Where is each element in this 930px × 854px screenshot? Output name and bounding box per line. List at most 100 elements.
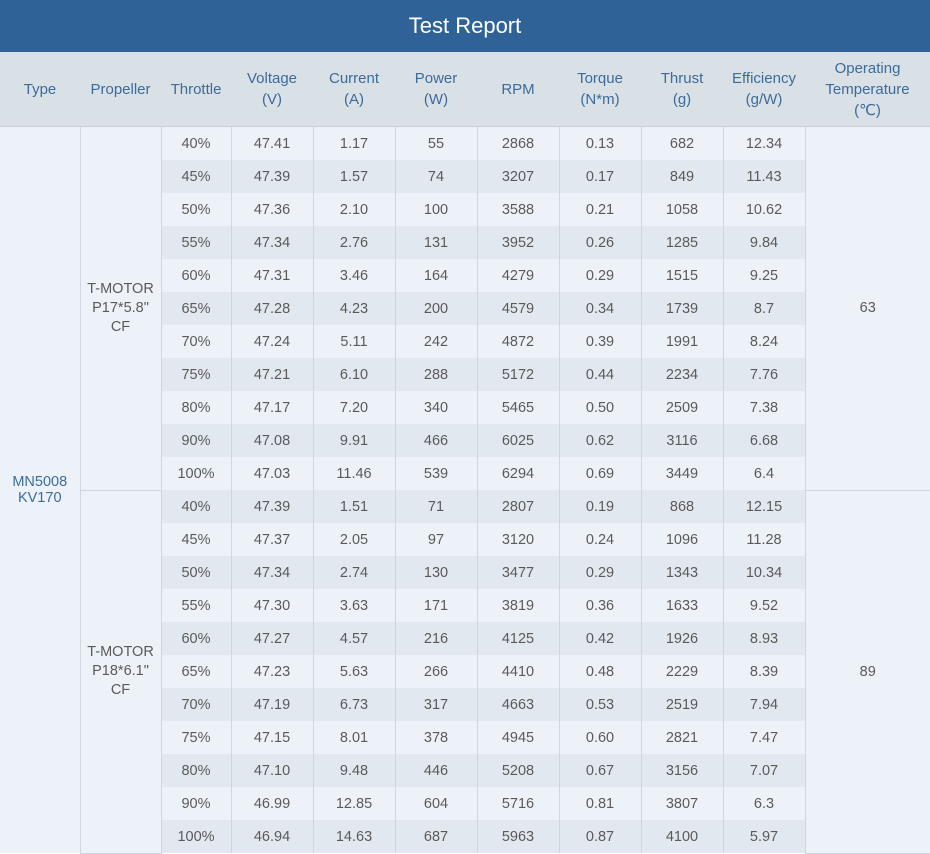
cell-current: 5.11 [312, 325, 395, 358]
header-label: Propeller [90, 80, 151, 98]
cell-power: 164 [394, 259, 477, 292]
cell-power: 131 [394, 226, 477, 259]
cell-rpm: 3207 [476, 160, 559, 193]
table-row: 65% 47.23 5.63 266 4410 0.48 2229 8.39 [0, 655, 930, 688]
cell-thrust: 2519 [640, 688, 723, 721]
cell-power: 687 [394, 820, 477, 853]
cell-torque: 0.17 [558, 160, 641, 193]
cell-power: 466 [394, 424, 477, 457]
propeller-brand: T-MOTOR [87, 644, 154, 660]
cell-thrust: 3156 [640, 754, 723, 787]
cell-voltage: 47.41 [230, 126, 313, 160]
cell-voltage: 47.39 [230, 490, 313, 523]
cell-current: 1.51 [312, 490, 395, 523]
cell-thrust: 4100 [640, 820, 723, 853]
cell-efficiency: 7.76 [722, 358, 805, 391]
cell-thrust: 1739 [640, 292, 723, 325]
cell-rpm: 4663 [476, 688, 559, 721]
cell-rpm: 5963 [476, 820, 559, 853]
header-unit: (W) [423, 91, 449, 108]
header-label: RPM [501, 80, 535, 98]
cell-torque: 0.62 [558, 424, 641, 457]
cell-voltage: 47.08 [230, 424, 313, 457]
cell-torque: 0.87 [558, 820, 641, 853]
table-row: 60% 47.31 3.46 164 4279 0.29 1515 9.25 [0, 259, 930, 292]
cell-current: 2.05 [312, 523, 395, 556]
header-current: Current (A) [313, 52, 395, 127]
cell-current: 2.10 [312, 193, 395, 226]
cell-throttle: 80% [160, 391, 231, 424]
cell-throttle: 60% [160, 622, 231, 655]
propeller-size: P18*6.1" [92, 663, 149, 679]
cell-throttle: 90% [160, 424, 231, 457]
cell-throttle: 75% [160, 721, 231, 754]
cell-efficiency: 12.34 [722, 126, 805, 160]
propeller-size: P17*5.8" [92, 299, 149, 316]
cell-throttle: 60% [160, 259, 231, 292]
cell-rpm: 3477 [476, 556, 559, 589]
cell-torque: 0.19 [558, 490, 641, 523]
cell-current: 9.91 [312, 424, 395, 457]
cell-voltage: 47.10 [230, 754, 313, 787]
cell-current: 9.48 [312, 754, 395, 787]
table-row: 65% 47.28 4.23 200 4579 0.34 1739 8.7 [0, 292, 930, 325]
table-row: 70% 47.19 6.73 317 4663 0.53 2519 7.94 [0, 688, 930, 721]
cell-efficiency: 7.07 [722, 754, 805, 787]
operating-temperature-cell: 63 [804, 126, 930, 491]
cell-throttle: 40% [160, 126, 231, 160]
header-unit: (A) [344, 91, 364, 108]
header-label: Operating Temperature [825, 59, 910, 98]
cell-torque: 0.81 [558, 787, 641, 820]
cell-thrust: 3807 [640, 787, 723, 820]
table-row: 55% 47.34 2.76 131 3952 0.26 1285 9.84 [0, 226, 930, 259]
cell-rpm: 4279 [476, 259, 559, 292]
cell-voltage: 47.23 [230, 655, 313, 688]
cell-voltage: 47.03 [230, 457, 313, 490]
cell-torque: 0.48 [558, 655, 641, 688]
table-row: 75% 47.15 8.01 378 4945 0.60 2821 7.47 [0, 721, 930, 754]
cell-thrust: 1343 [640, 556, 723, 589]
cell-rpm: 5208 [476, 754, 559, 787]
cell-thrust: 1058 [640, 193, 723, 226]
cell-torque: 0.36 [558, 589, 641, 622]
cell-rpm: 6294 [476, 457, 559, 490]
table-row: 60% 47.27 4.57 216 4125 0.42 1926 8.93 [0, 622, 930, 655]
cell-rpm: 4410 [476, 655, 559, 688]
cell-voltage: 47.15 [230, 721, 313, 754]
cell-power: 242 [394, 325, 477, 358]
table-row: 50% 47.34 2.74 130 3477 0.29 1343 10.34 [0, 556, 930, 589]
header-operating-temperature: Operating Temperature (℃) [805, 52, 930, 127]
cell-power: 100 [394, 193, 477, 226]
cell-throttle: 50% [160, 193, 231, 226]
cell-voltage: 47.31 [230, 259, 313, 292]
cell-torque: 0.21 [558, 193, 641, 226]
cell-voltage: 47.34 [230, 556, 313, 589]
cell-thrust: 2229 [640, 655, 723, 688]
header-label: Current [328, 70, 380, 87]
cell-efficiency: 8.24 [722, 325, 805, 358]
motor-type-cell: MN5008 KV170 [0, 126, 80, 853]
cell-throttle: 80% [160, 754, 231, 787]
cell-rpm: 3819 [476, 589, 559, 622]
cell-current: 1.57 [312, 160, 395, 193]
cell-thrust: 2509 [640, 391, 723, 424]
propeller-material: CF [110, 318, 131, 335]
header-label: Type [23, 80, 57, 98]
cell-voltage: 47.37 [230, 523, 313, 556]
cell-power: 317 [394, 688, 477, 721]
cell-torque: 0.24 [558, 523, 641, 556]
cell-power: 130 [394, 556, 477, 589]
table-row: 70% 47.24 5.11 242 4872 0.39 1991 8.24 [0, 325, 930, 358]
cell-rpm: 4125 [476, 622, 559, 655]
cell-rpm: 4945 [476, 721, 559, 754]
header-label: Voltage [246, 70, 298, 87]
test-report-table: Type Propeller Throttle Voltage (V) Current (A… [0, 52, 930, 854]
motor-kv: KV170 [17, 490, 62, 506]
cell-rpm: 4579 [476, 292, 559, 325]
cell-voltage: 47.34 [230, 226, 313, 259]
table-row: 80% 47.10 9.48 446 5208 0.67 3156 7.07 [0, 754, 930, 787]
cell-efficiency: 6.4 [722, 457, 805, 490]
cell-thrust: 2234 [640, 358, 723, 391]
cell-power: 97 [394, 523, 477, 556]
cell-efficiency: 6.3 [722, 787, 805, 820]
